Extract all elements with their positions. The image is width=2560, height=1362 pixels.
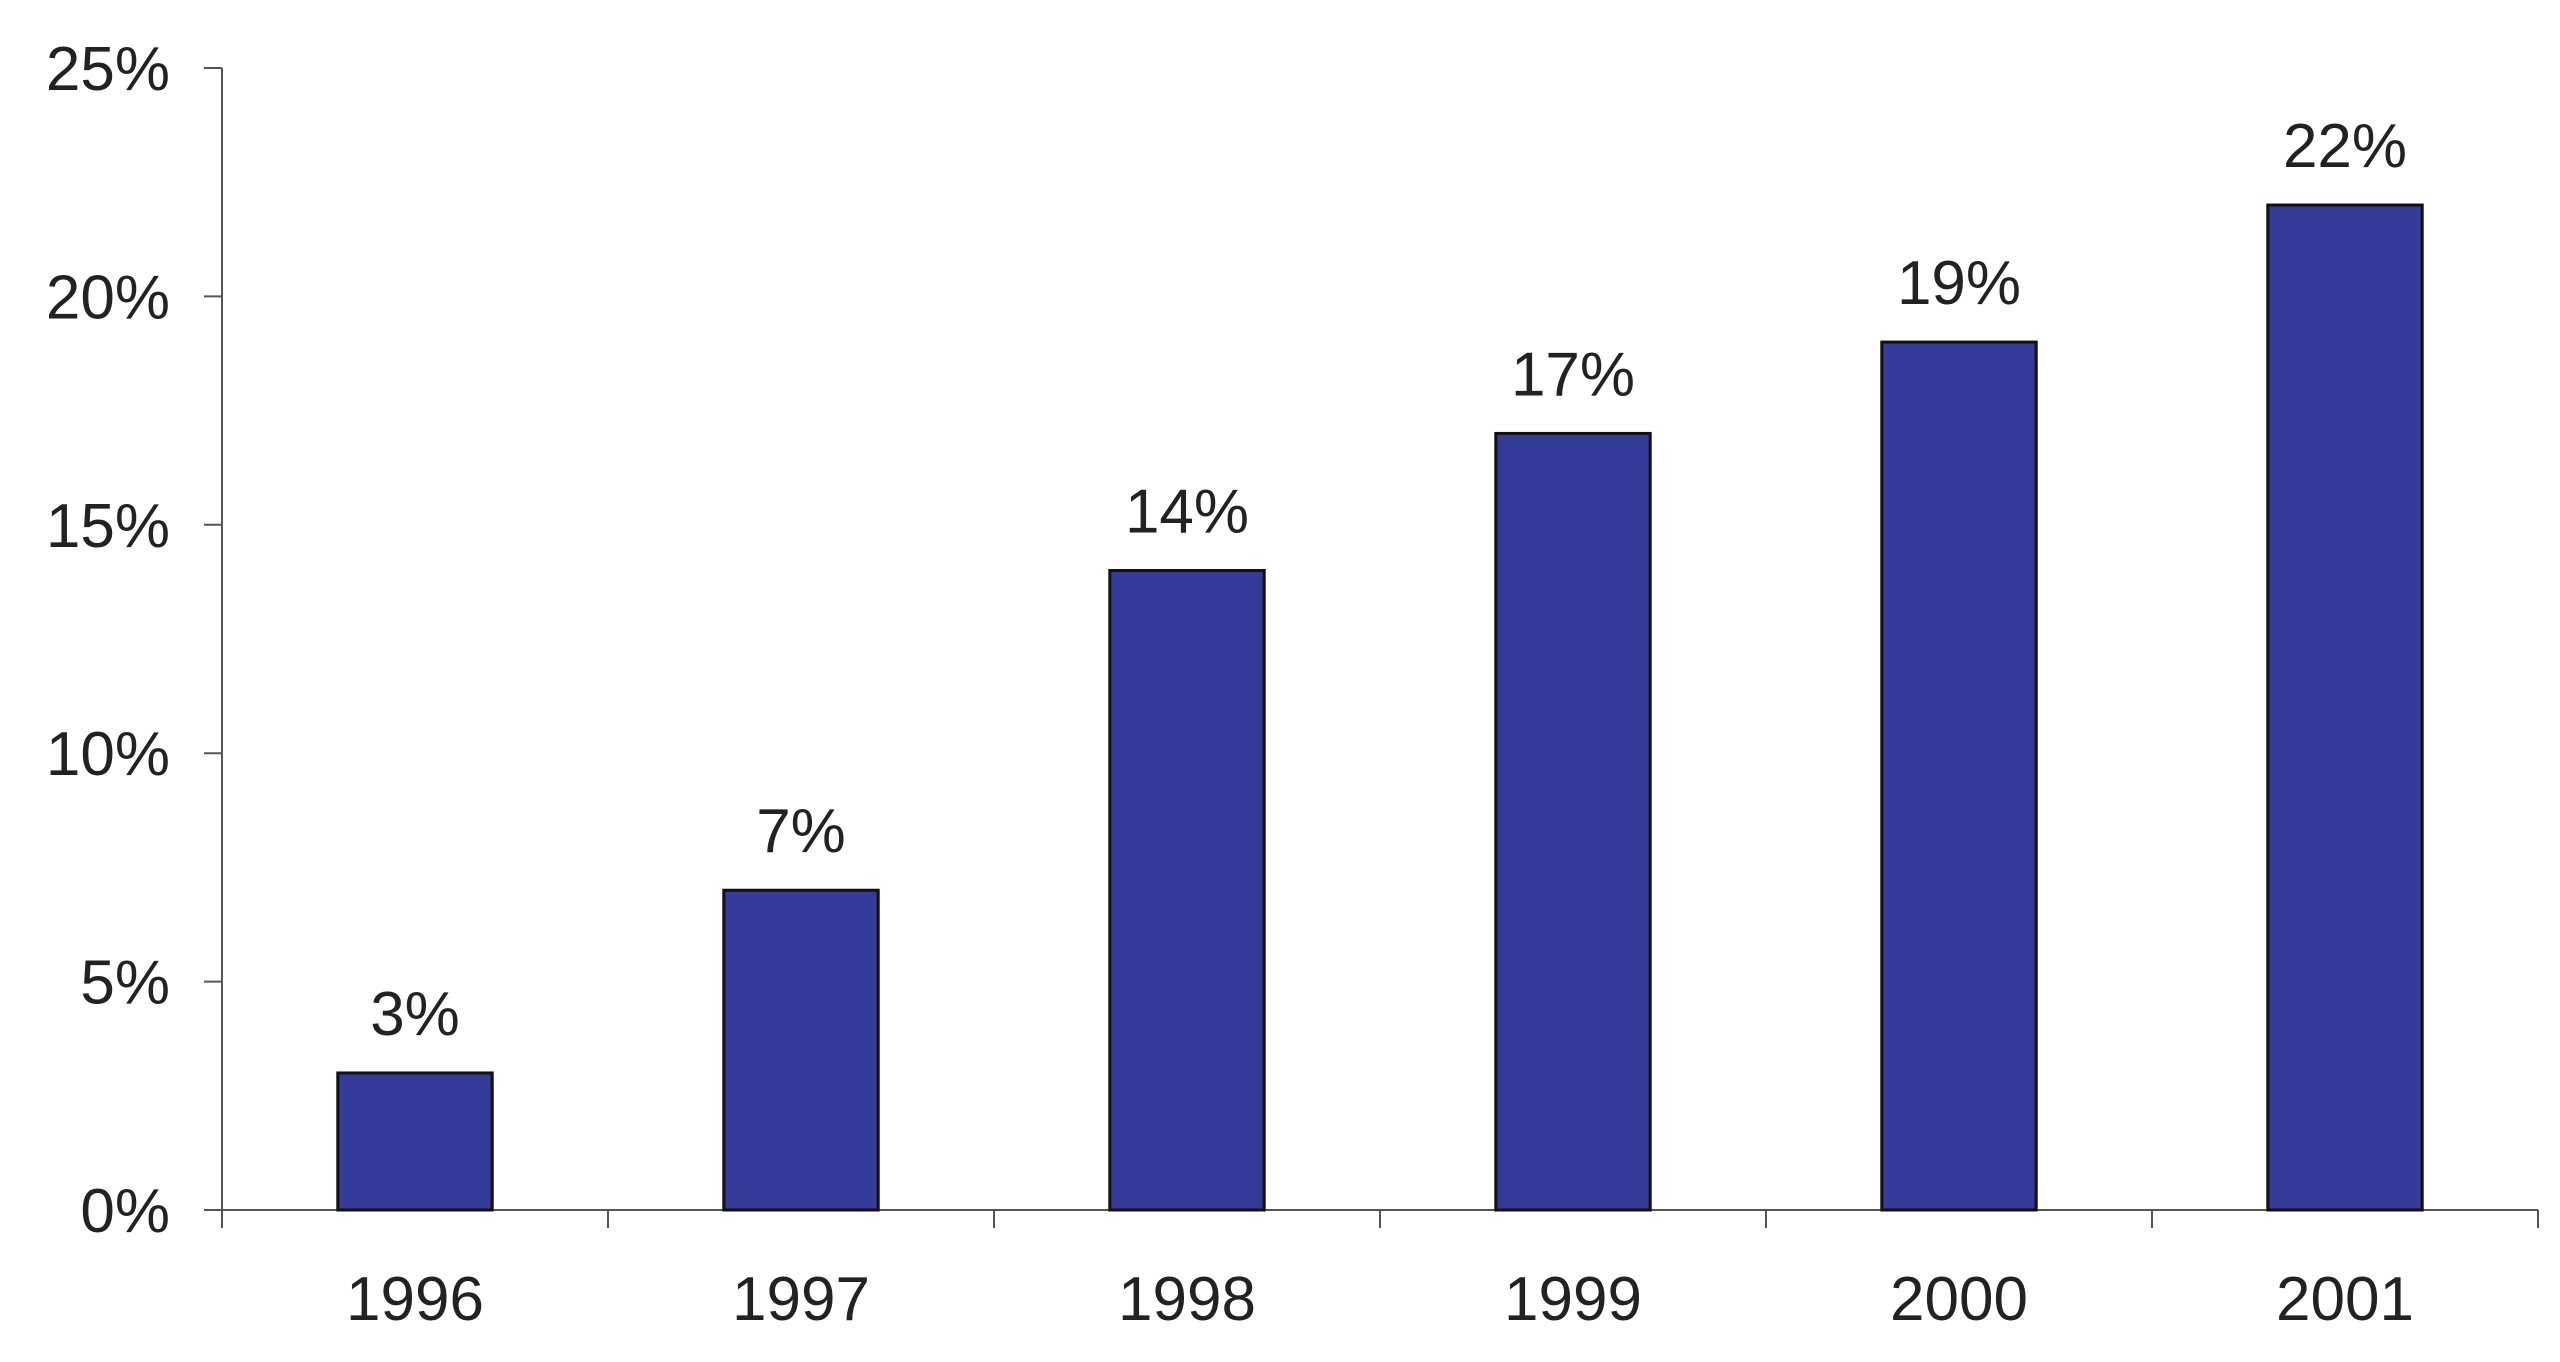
x-tick-label-1997: 1997 bbox=[732, 1265, 870, 1334]
bar-1999 bbox=[1494, 431, 1652, 1212]
bar-1997 bbox=[722, 888, 880, 1212]
data-label-2001: 22% bbox=[2283, 112, 2407, 181]
bar-2000 bbox=[1880, 340, 2038, 1212]
x-tick-label-1999: 1999 bbox=[1504, 1265, 1642, 1334]
data-label-1996: 3% bbox=[370, 980, 460, 1049]
y-tick-label: 20% bbox=[46, 263, 170, 332]
bars bbox=[336, 203, 2424, 1212]
x-tick-label-1998: 1998 bbox=[1118, 1265, 1256, 1334]
data-label-1997: 7% bbox=[756, 797, 846, 866]
x-tick-label-2001: 2001 bbox=[2276, 1265, 2414, 1334]
bar-1996 bbox=[336, 1071, 494, 1212]
data-label-1998: 14% bbox=[1125, 477, 1249, 546]
labels: 0% 5% 10% 15% 20% 25% 3% 1996 7% 1997 14% 1998 17% 19… bbox=[46, 35, 2414, 1334]
data-label-2000: 19% bbox=[1897, 249, 2021, 318]
y-tick-label: 0% bbox=[80, 1177, 170, 1246]
x-tick-label-1996: 1996 bbox=[346, 1265, 484, 1334]
y-tick-label: 5% bbox=[80, 949, 170, 1018]
bar-1998 bbox=[1108, 568, 1266, 1212]
bar-2001 bbox=[2266, 203, 2424, 1212]
y-tick-label: 15% bbox=[46, 492, 170, 561]
data-label-1999: 17% bbox=[1511, 340, 1635, 409]
axes bbox=[204, 67, 2539, 1228]
y-tick-label: 25% bbox=[46, 35, 170, 104]
y-tick-label: 10% bbox=[46, 720, 170, 789]
x-tick-label-2000: 2000 bbox=[1890, 1265, 2028, 1334]
